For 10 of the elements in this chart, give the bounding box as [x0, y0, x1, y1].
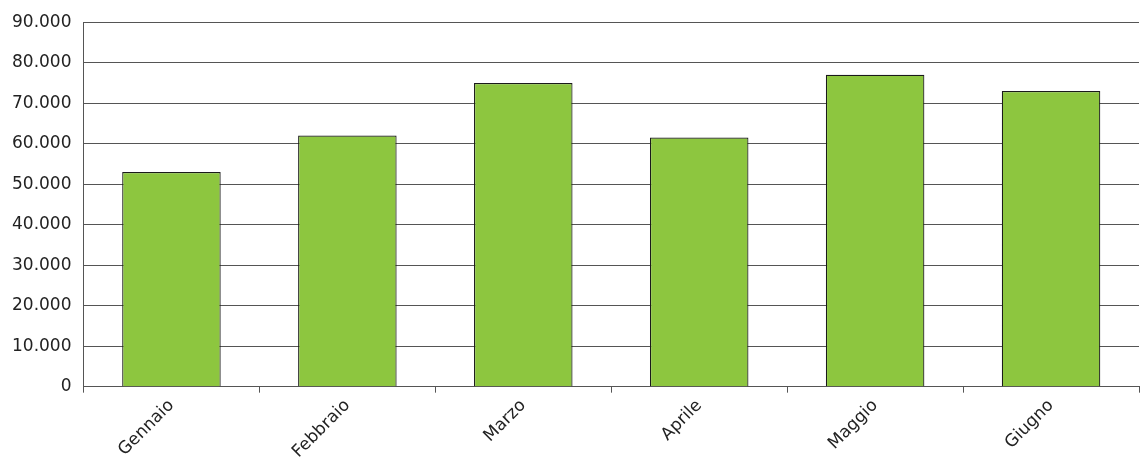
y-tick-label: 60.000: [12, 132, 72, 153]
y-tick-label: 20.000: [12, 294, 72, 315]
y-tick-label: 50.000: [12, 172, 72, 193]
y-tick-label: 0: [60, 375, 72, 396]
y-tick-label: 40.000: [12, 213, 72, 234]
y-tick-label: 10.000: [12, 334, 72, 355]
y-tick-label: 80.000: [12, 51, 72, 72]
y-tick-label: 70.000: [12, 91, 72, 112]
y-tick-label: 90.000: [12, 10, 72, 31]
y-tick-label: 30.000: [12, 253, 72, 274]
